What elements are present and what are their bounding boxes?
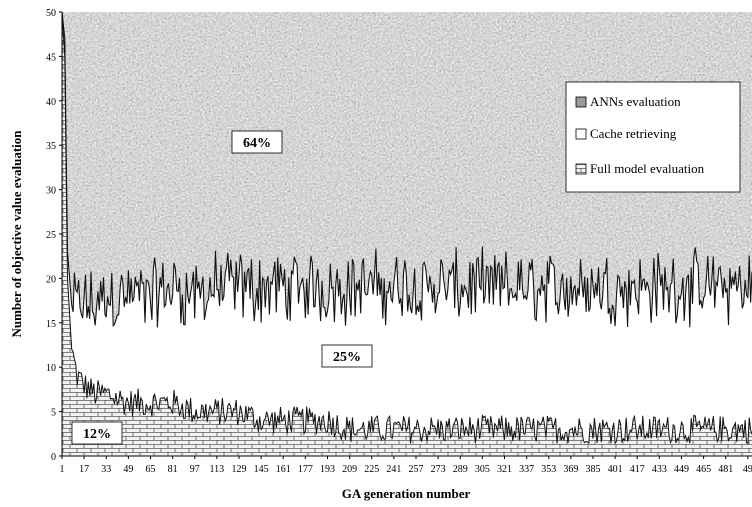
x-tick-label: 225 (364, 464, 379, 475)
x-tick-label: 33 (101, 464, 111, 475)
series-area-cache-retrieving (62, 12, 752, 444)
y-tick-label: 15 (46, 319, 56, 330)
x-tick-label: 177 (298, 464, 313, 475)
x-tick-label: 337 (519, 464, 534, 475)
x-tick-label: 17 (79, 464, 89, 475)
x-tick-label: 49 (123, 464, 133, 475)
series-area-full-model-evaluation (62, 12, 752, 456)
x-tick-label: 129 (231, 464, 246, 475)
y-tick-label: 30 (46, 186, 56, 197)
y-tick-label: 40 (46, 97, 56, 108)
x-tick-label: 369 (563, 464, 578, 475)
y-tick-label: 45 (46, 52, 56, 63)
y-tick-label: 25 (46, 230, 56, 241)
legend-label-anns: ANNs evaluation (590, 94, 681, 109)
legend-label-cache: Cache retrieving (590, 126, 677, 141)
x-tick-label: 257 (408, 464, 423, 475)
x-tick-label: 65 (145, 464, 155, 475)
legend-swatch-anns (575, 96, 587, 108)
legend-swatch-full (575, 163, 587, 175)
pct-label-anns: 64% (231, 130, 283, 154)
x-tick-label: 49 (743, 464, 752, 475)
y-axis-title: Number of objective value evaluation (9, 130, 24, 338)
y-tick-label: 0 (51, 452, 56, 463)
x-axis-title: GA generation number (342, 486, 471, 501)
legend-swatch-cache (575, 128, 587, 140)
legend: ANNs evaluation Cache retrieving Full mo… (565, 81, 741, 193)
x-tick-label: 401 (608, 464, 623, 475)
legend-label-full: Full model evaluation (590, 161, 705, 176)
x-tick-label: 289 (453, 464, 468, 475)
x-tick-label: 385 (585, 464, 600, 475)
x-tick-label: 209 (342, 464, 357, 475)
y-tick-label: 5 (51, 408, 56, 419)
x-tick-label: 81 (168, 464, 178, 475)
x-tick-label: 161 (276, 464, 291, 475)
series-line-cache-top (62, 12, 752, 328)
x-tick-label: 417 (630, 464, 645, 475)
series-line-full-top (62, 12, 752, 445)
x-tick-label: 481 (718, 464, 733, 475)
y-tick-label: 35 (46, 141, 56, 152)
x-tick-label: 97 (190, 464, 200, 475)
y-tick-label: 10 (46, 363, 56, 374)
svg-text:12%: 12% (83, 427, 111, 442)
x-tick-label: 1 (60, 464, 65, 475)
x-tick-label: 273 (431, 464, 446, 475)
y-tick-label: 50 (46, 8, 56, 19)
x-tick-label: 353 (541, 464, 556, 475)
svg-text:25%: 25% (333, 350, 361, 365)
x-tick-label: 193 (320, 464, 335, 475)
x-tick-label: 449 (674, 464, 689, 475)
svg-text:64%: 64% (243, 136, 271, 151)
x-tick-label: 241 (386, 464, 401, 475)
x-tick-label: 433 (652, 464, 667, 475)
y-tick-label: 20 (46, 274, 56, 285)
x-tick-label: 465 (696, 464, 711, 475)
x-tick-label: 321 (497, 464, 512, 475)
pct-label-cache: 25% (321, 344, 373, 368)
pct-label-full: 12% (71, 421, 123, 445)
x-tick-label: 145 (254, 464, 269, 475)
x-tick-label: 305 (475, 464, 490, 475)
x-tick-label: 113 (210, 464, 225, 475)
